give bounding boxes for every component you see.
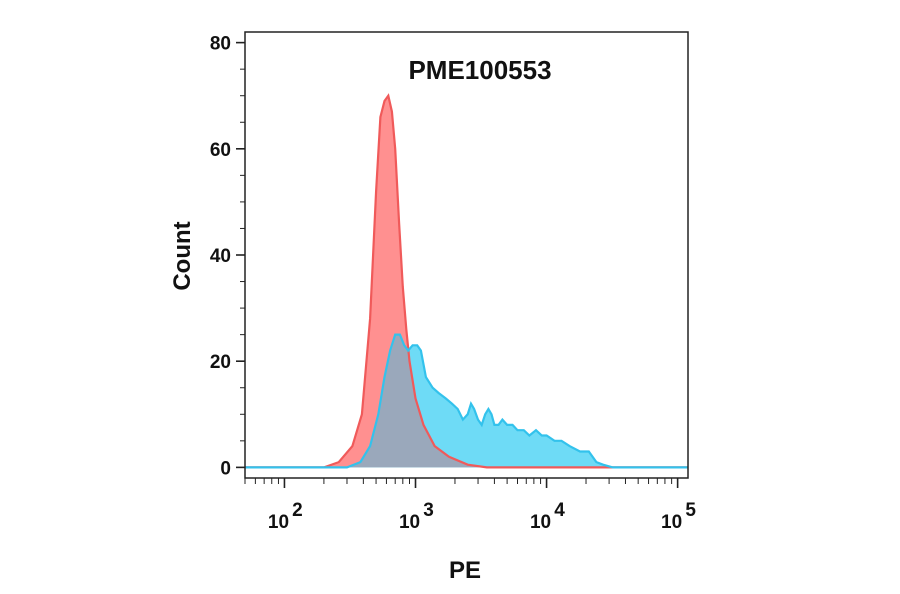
y-tick-label: 80	[210, 34, 231, 55]
y-tick-label: 60	[210, 140, 231, 161]
plot-frame	[244, 31, 689, 479]
x-tick-exponent: 5	[685, 500, 696, 521]
series-1-line	[245, 93, 688, 469]
chart-title: PME100553	[408, 55, 551, 85]
x-tick-exponent: 3	[423, 500, 434, 521]
x-tick-label: 10	[399, 512, 420, 533]
x-tick-label: 10	[661, 512, 682, 533]
x-tick-exponent: 4	[554, 500, 565, 521]
x-tick-exponent: 2	[292, 500, 303, 521]
y-axis: 0 20 40 60 80	[210, 34, 245, 479]
series-1-area	[245, 95, 688, 468]
y-tick-label: 0	[220, 458, 231, 479]
x-tick-label: 10	[268, 512, 289, 533]
y-axis-title: Count	[169, 221, 196, 290]
x-axis-title: PE	[449, 557, 481, 584]
x-tick-label: 10	[530, 512, 551, 533]
series-2-area	[245, 334, 688, 468]
series-2-line	[245, 333, 688, 469]
plot-area	[245, 93, 688, 469]
y-tick-label: 20	[210, 352, 231, 373]
y-tick-label: 40	[210, 246, 231, 267]
